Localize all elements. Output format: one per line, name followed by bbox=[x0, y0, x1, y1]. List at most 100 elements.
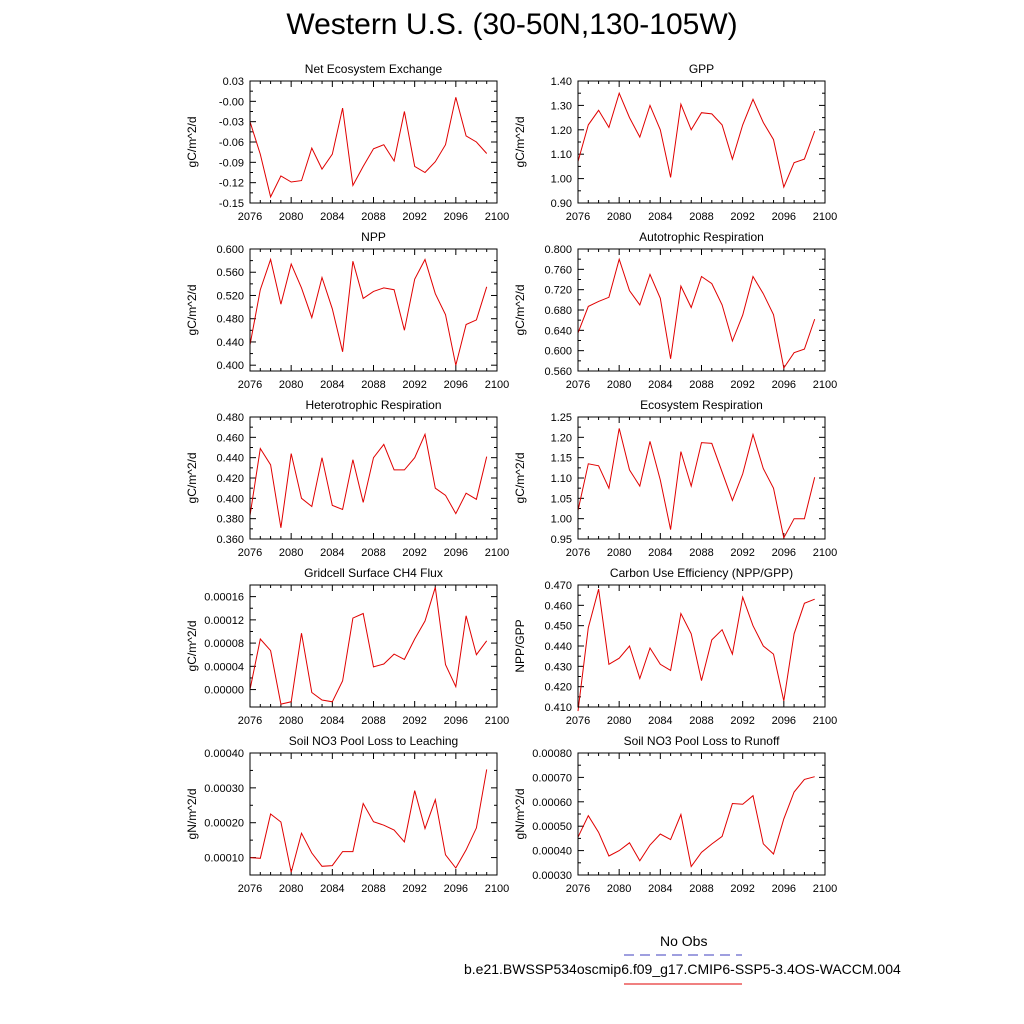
x-tick-label: 2088 bbox=[361, 379, 385, 391]
y-tick-label: 0.520 bbox=[216, 290, 244, 302]
series-line bbox=[577, 91, 816, 189]
y-tick-label: 0.00060 bbox=[532, 797, 572, 809]
y-tick-label: 0.360 bbox=[216, 534, 244, 546]
panel-title: GPP bbox=[689, 62, 714, 76]
plot-frame bbox=[577, 248, 826, 372]
x-tick-label: 2088 bbox=[689, 715, 713, 727]
y-tick-label: -0.09 bbox=[219, 157, 244, 169]
x-tick-label: 2096 bbox=[772, 379, 796, 391]
x-tick-label: 2092 bbox=[730, 211, 754, 223]
y-tick-label: 0.410 bbox=[544, 702, 572, 714]
x-tick-label: 2092 bbox=[730, 547, 754, 559]
x-tick-label: 2100 bbox=[485, 547, 509, 559]
y-tick-label: 0.600 bbox=[544, 346, 572, 358]
x-tick-label: 2084 bbox=[320, 547, 344, 559]
x-tick-label: 2084 bbox=[648, 547, 672, 559]
panel: Heterotrophic Respiration gC/m^2/d 2076 208… bbox=[185, 398, 509, 559]
x-tick-label: 2080 bbox=[279, 547, 303, 559]
plot-frame bbox=[249, 80, 498, 204]
panel-title: Soil NO3 Pool Loss to Leaching bbox=[289, 734, 458, 748]
x-tick-label: 2076 bbox=[238, 211, 262, 223]
plot-frame bbox=[577, 416, 826, 540]
x-tick-label: 2080 bbox=[279, 211, 303, 223]
y-tick-label: 0.450 bbox=[544, 621, 572, 633]
y-tick-label: 0.00020 bbox=[204, 818, 244, 830]
x-tick-label: 2076 bbox=[238, 715, 262, 727]
plot-frame bbox=[249, 248, 498, 372]
panel-title: NPP bbox=[361, 230, 386, 244]
y-axis-label: gC/m^2/d bbox=[513, 285, 527, 336]
y-tick-label: 0.00040 bbox=[204, 748, 244, 760]
y-tick-label: 0.95 bbox=[551, 534, 572, 546]
x-tick-label: 2088 bbox=[689, 547, 713, 559]
y-tick-label: 0.00030 bbox=[204, 783, 244, 795]
series-line bbox=[577, 776, 815, 868]
x-tick-label: 2080 bbox=[279, 715, 303, 727]
y-tick-label: 0.430 bbox=[544, 661, 572, 673]
x-tick-label: 2080 bbox=[607, 211, 631, 223]
series-line bbox=[249, 587, 488, 705]
y-tick-label: 1.05 bbox=[551, 493, 572, 505]
y-tick-label: 0.560 bbox=[216, 267, 244, 279]
panel: Carbon Use Efficiency (NPP/GPP) NPP/GPP 20… bbox=[513, 566, 837, 727]
x-tick-label: 2096 bbox=[444, 715, 468, 727]
x-tick-label: 2096 bbox=[772, 715, 796, 727]
series-line bbox=[249, 432, 488, 528]
y-tick-label: 0.480 bbox=[216, 412, 244, 424]
panel-title: Heterotrophic Respiration bbox=[305, 398, 441, 412]
y-tick-label: 1.00 bbox=[551, 514, 572, 526]
x-tick-label: 2088 bbox=[361, 883, 385, 895]
y-tick-label: 0.460 bbox=[544, 600, 572, 612]
y-axis-label: gC/m^2/d bbox=[185, 285, 199, 336]
legend-label-model-run: b.e21.BWSSP534oscmip6.f09_g17.CMIP6-SSP5… bbox=[464, 961, 901, 977]
y-tick-label: 0.420 bbox=[544, 682, 572, 694]
x-tick-label: 2092 bbox=[402, 883, 426, 895]
y-axis-label: gN/m^2/d bbox=[513, 789, 527, 840]
y-tick-label: 0.420 bbox=[216, 473, 244, 485]
x-tick-label: 2100 bbox=[813, 715, 837, 727]
y-tick-label: 0.800 bbox=[544, 244, 572, 256]
y-tick-label: -0.15 bbox=[219, 198, 244, 210]
x-tick-label: 2088 bbox=[361, 547, 385, 559]
plot-frame bbox=[249, 584, 498, 708]
y-tick-label: 0.00012 bbox=[204, 615, 244, 627]
panel: GPP gC/m^2/d 2076 2080 2084 2088 2092 2096 2100 0… bbox=[513, 62, 837, 223]
panel-title: Net Ecosystem Exchange bbox=[305, 62, 443, 76]
y-tick-label: 0.470 bbox=[544, 580, 572, 592]
x-tick-label: 2080 bbox=[279, 883, 303, 895]
x-tick-label: 2100 bbox=[485, 715, 509, 727]
panel-title: Autotrophic Respiration bbox=[639, 230, 764, 244]
x-tick-label: 2084 bbox=[648, 211, 672, 223]
x-tick-label: 2096 bbox=[444, 211, 468, 223]
y-tick-label: 1.30 bbox=[551, 100, 572, 112]
x-tick-label: 2096 bbox=[444, 883, 468, 895]
x-tick-label: 2100 bbox=[813, 379, 837, 391]
y-tick-label: 1.20 bbox=[551, 125, 572, 137]
x-tick-label: 2076 bbox=[238, 883, 262, 895]
series-line bbox=[249, 97, 488, 199]
x-tick-label: 2092 bbox=[402, 379, 426, 391]
x-tick-label: 2080 bbox=[279, 379, 303, 391]
panel: Autotrophic Respiration gC/m^2/d 2076 2080 2… bbox=[513, 230, 837, 391]
x-tick-label: 2076 bbox=[566, 715, 590, 727]
y-tick-label: 0.00070 bbox=[532, 772, 572, 784]
y-tick-label: 0.440 bbox=[544, 641, 572, 653]
y-tick-label: 0.90 bbox=[551, 198, 572, 210]
series-line bbox=[577, 428, 816, 540]
series-line bbox=[577, 257, 816, 370]
y-tick-label: 1.20 bbox=[551, 432, 572, 444]
x-tick-label: 2100 bbox=[485, 883, 509, 895]
x-tick-label: 2096 bbox=[772, 211, 796, 223]
x-tick-label: 2096 bbox=[444, 379, 468, 391]
y-tick-label: 0.00016 bbox=[204, 592, 244, 604]
x-tick-label: 2100 bbox=[813, 211, 837, 223]
x-tick-label: 2092 bbox=[730, 379, 754, 391]
y-tick-label: 1.40 bbox=[551, 76, 572, 88]
x-tick-label: 2092 bbox=[402, 211, 426, 223]
x-tick-label: 2084 bbox=[320, 379, 344, 391]
x-tick-label: 2084 bbox=[648, 883, 672, 895]
x-tick-label: 2076 bbox=[566, 211, 590, 223]
y-tick-label: 0.380 bbox=[216, 514, 244, 526]
y-tick-label: -0.00 bbox=[219, 96, 244, 108]
x-tick-label: 2092 bbox=[730, 715, 754, 727]
